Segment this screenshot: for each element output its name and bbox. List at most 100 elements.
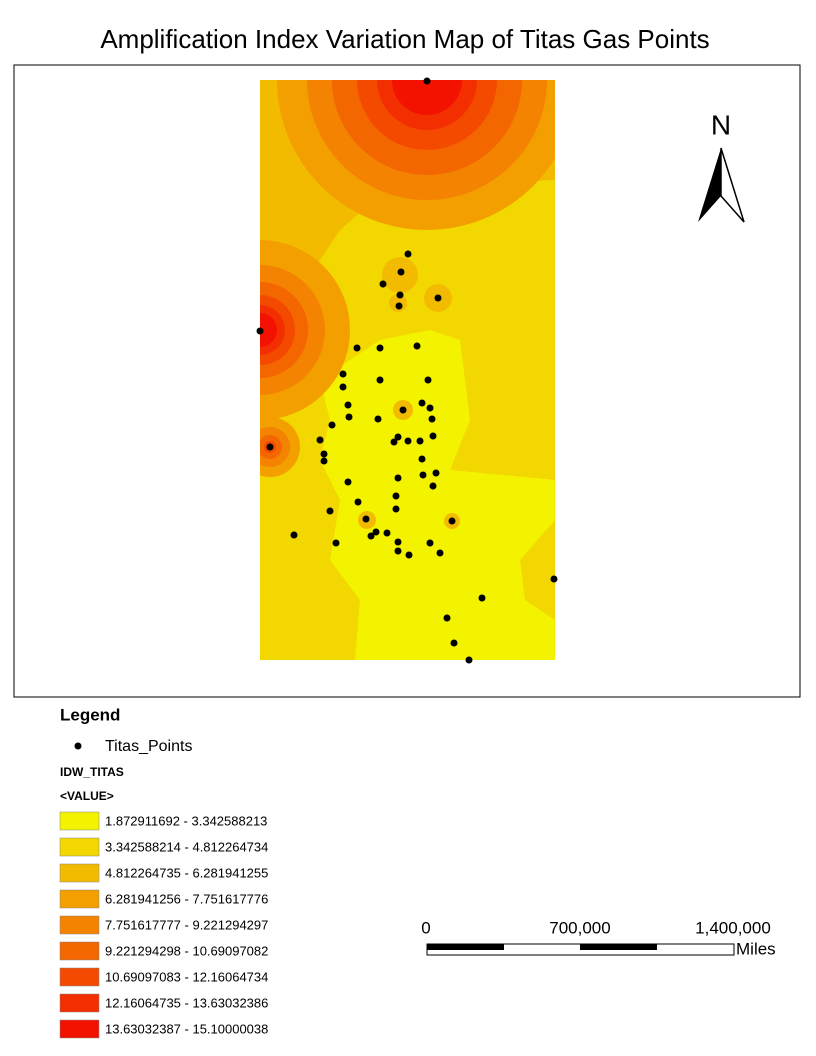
titas-point [362, 515, 370, 523]
titas-point [428, 415, 436, 423]
legend-class-label: 9.221294298 - 10.69097082 [105, 943, 268, 958]
legend-classes: 1.872911692 - 3.342588213 3.342588214 - 4… [59, 811, 268, 1039]
titas-point [316, 436, 324, 444]
scale-label: 0 [421, 918, 430, 937]
legend-swatch [59, 863, 100, 883]
titas-point [394, 538, 402, 546]
titas-point [332, 539, 340, 547]
legend-swatch [59, 993, 100, 1013]
titas-point [418, 455, 426, 463]
titas-point [394, 474, 402, 482]
legend-point-symbol [74, 742, 82, 750]
north-label: N [711, 109, 731, 140]
titas-point [426, 539, 434, 547]
legend-class-label: 4.812264735 - 6.281941255 [105, 865, 268, 880]
titas-point [354, 498, 362, 506]
titas-point [339, 383, 347, 391]
legend-swatch [59, 915, 100, 935]
scale-label: 1,400,000 [695, 918, 771, 937]
scale-label: 700,000 [549, 918, 610, 937]
titas-point [550, 575, 558, 583]
scale-unit: Miles [736, 939, 776, 958]
north-arrow: N [698, 109, 745, 223]
legend-swatch [59, 1019, 100, 1039]
titas-point [374, 415, 382, 423]
raster-zone [320, 330, 555, 660]
titas-point [320, 457, 328, 465]
titas-point [392, 492, 400, 500]
titas-point [397, 268, 405, 276]
titas-point [345, 413, 353, 421]
raster-hotspot [392, 80, 462, 115]
legend-swatch [59, 837, 100, 857]
titas-point [390, 438, 398, 446]
legend-class-label: 10.69097083 - 12.16064734 [105, 969, 268, 984]
map-title: Amplification Index Variation Map of Tit… [100, 24, 709, 54]
titas-point [413, 342, 421, 350]
titas-point [394, 433, 402, 441]
idw-raster [260, 80, 555, 660]
titas-point [266, 443, 274, 451]
titas-point [376, 376, 384, 384]
titas-point [423, 77, 431, 85]
titas-point [465, 656, 473, 664]
titas-point [418, 399, 426, 407]
titas-point [432, 469, 440, 477]
legend-swatch [59, 967, 100, 987]
titas-point [376, 344, 384, 352]
scale-bar: 0 700,000 1,400,000 Miles [421, 918, 775, 958]
titas-point [339, 370, 347, 378]
legend-class-label: 13.63032387 - 15.10000038 [105, 1021, 268, 1036]
titas-point [344, 478, 352, 486]
titas-point [367, 532, 375, 540]
titas-point [395, 302, 403, 310]
legend-swatch [59, 941, 100, 961]
map-frame [13, 64, 801, 698]
titas-point [372, 528, 380, 536]
legend-raster-label: IDW_TITAS [60, 765, 124, 779]
titas-point [450, 639, 458, 647]
titas-points [256, 77, 558, 664]
legend-class-label: 12.16064735 - 13.63032386 [105, 995, 268, 1010]
legend-class-label: 6.281941256 - 7.751617776 [105, 891, 268, 906]
titas-point [424, 376, 432, 384]
legend-class-label: 1.872911692 - 3.342588213 [105, 813, 267, 828]
titas-point [326, 507, 334, 515]
titas-point [383, 529, 391, 537]
titas-point [394, 547, 402, 555]
titas-point [426, 404, 434, 412]
titas-point [379, 280, 387, 288]
legend-swatch [59, 811, 100, 831]
titas-point [419, 471, 427, 479]
legend-class-label: 3.342588214 - 4.812264734 [105, 839, 268, 854]
titas-point [404, 437, 412, 445]
scale-segment [580, 944, 657, 950]
titas-point [405, 551, 413, 559]
legend-field-label: <VALUE> [60, 789, 114, 803]
titas-point [392, 505, 400, 513]
legend-points-label: Titas_Points [105, 738, 192, 755]
titas-point [404, 250, 412, 258]
titas-point [353, 344, 361, 352]
titas-point [416, 437, 424, 445]
titas-point [290, 531, 298, 539]
legend-swatch [59, 889, 100, 909]
titas-point [320, 450, 328, 458]
titas-point [448, 517, 456, 525]
north-arrow-left [698, 148, 721, 222]
titas-point [429, 432, 437, 440]
titas-point [256, 327, 264, 335]
scale-segment [427, 944, 504, 950]
legend-class-label: 7.751617777 - 9.221294297 [105, 917, 268, 932]
titas-point [396, 291, 404, 299]
north-arrow-right [720, 147, 745, 223]
titas-point [344, 401, 352, 409]
legend-title: Legend [60, 705, 120, 724]
titas-point [478, 594, 486, 602]
titas-point [429, 482, 437, 490]
titas-point [434, 294, 442, 302]
titas-point [443, 614, 451, 622]
titas-point [328, 421, 336, 429]
titas-point [399, 406, 407, 414]
